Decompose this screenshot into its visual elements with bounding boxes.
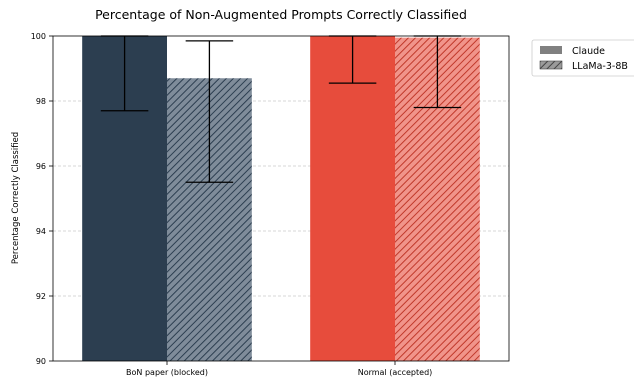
y-tick-label: 98 [36, 97, 46, 106]
y-axis-label: Percentage Correctly Classified [11, 132, 21, 264]
y-tick-label: 90 [36, 357, 46, 366]
bar-claude-1 [310, 36, 395, 361]
bars [82, 36, 480, 361]
legend-swatch-llama [539, 60, 563, 70]
x-tick-labels: BoN paper (blocked) Normal (accepted) [126, 361, 432, 377]
y-tick-label: 100 [31, 32, 46, 41]
y-ticks: 90 92 94 96 98 100 [31, 32, 53, 366]
legend-label-llama: LLaMa-3-8B [572, 61, 628, 72]
y-tick-label: 92 [36, 292, 46, 301]
x-tick-label: Normal (accepted) [358, 368, 433, 377]
legend-label-claude: Claude [572, 46, 605, 57]
y-tick-label: 96 [36, 162, 46, 171]
y-tick-label: 94 [36, 227, 46, 236]
plot-frame [52, 35, 510, 362]
legend-swatch-claude [540, 46, 562, 54]
legend: Claude LLaMa-3-8B [531, 39, 634, 77]
chart-title: Percentage of Non-Augmented Prompts Corr… [95, 7, 467, 22]
x-tick-label: BoN paper (blocked) [126, 368, 208, 377]
